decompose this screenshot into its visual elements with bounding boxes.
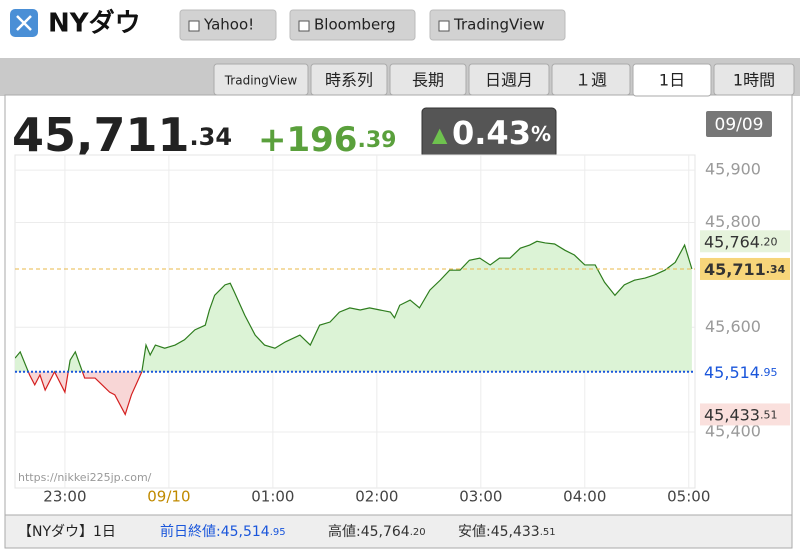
watermark: https://nikkei225jp.com/ [18,471,152,484]
tab[interactable] [213,63,309,96]
tab-label[interactable]: 1時間 [733,71,775,90]
footer-value: 45,433.51 [491,524,556,540]
footer-name: 前日終値: [160,523,221,540]
y-tick-label: 45,900 [705,160,761,179]
title: NYダウ [48,8,141,39]
ref-label: 45,514.95 [704,362,777,381]
tab-label[interactable]: TradingView [224,74,298,88]
date-box [706,111,772,137]
price: 45,711.34 [12,108,232,162]
y-tick-label: 45,800 [705,212,761,231]
ref-label-bg [700,403,790,426]
footer-name: 高値: [328,523,361,540]
x-tick-label: 01:00 [251,488,294,506]
tab[interactable] [632,63,712,97]
x-tick-label: 09/10 [147,488,190,506]
tab-label[interactable]: 長期 [412,71,444,90]
area-down [28,371,142,415]
link-icon [188,20,200,32]
tab[interactable] [713,63,795,96]
last-label-bg [700,257,790,280]
tab-label[interactable]: １週 [575,71,607,90]
link-button[interactable] [179,9,277,41]
tab[interactable] [310,63,388,96]
percent: 0.43% [452,114,551,152]
ref-label: 45,433.51 [704,405,777,424]
tab[interactable] [389,63,467,96]
footer-title: 【NYダウ】1日 [18,524,116,540]
x-tick-label: 04:00 [563,488,606,506]
y-tick-label: 45,600 [705,317,761,336]
link-icon [438,20,450,32]
tab[interactable] [551,63,631,96]
x-tick-label: 02:00 [355,488,398,506]
date: 09/09 [715,115,764,135]
percent-arrow: ▲ [432,123,448,147]
x-tick-label: 03:00 [459,488,502,506]
link-button[interactable] [429,9,566,41]
link-button[interactable] [289,9,416,41]
area-up [15,241,692,372]
footer-value: 45,764.20 [361,524,426,540]
x-tick-label: 23:00 [43,488,86,506]
tab[interactable] [468,63,550,96]
change: +196.39 [258,120,396,160]
link-label[interactable]: Bloomberg [314,16,396,34]
footer-value: 45,514.95 [221,524,286,540]
tab-label[interactable]: 1日 [659,71,685,90]
line-up [15,240,693,372]
last-label: 45,711.34 [704,259,786,278]
ref-label-bg [700,230,790,253]
y-tick-label: 45,400 [705,421,761,440]
line-down [27,371,143,416]
footer-name: 安値: [458,524,491,540]
ref-label: 45,764.20 [704,232,777,251]
link-label[interactable]: TradingView [453,16,545,34]
link-label[interactable]: Yahoo! [203,16,254,34]
tab-label[interactable]: 時系列 [325,71,373,90]
logo-x [16,15,32,31]
link-icon [298,20,310,32]
tab-label[interactable]: 日週月 [485,71,533,90]
x-tick-label: 05:00 [667,488,710,506]
footer [4,514,793,549]
